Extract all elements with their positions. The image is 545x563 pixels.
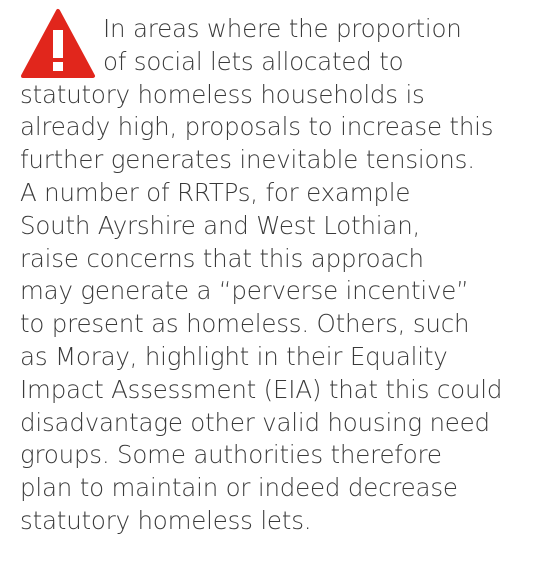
text-line: already high, proposals to increase this — [20, 112, 494, 142]
text-line: raise concerns that this approach — [20, 243, 424, 273]
text-line: statutory homeless households is — [20, 79, 425, 109]
text-line: In areas where the proportion — [103, 14, 462, 43]
text-line: South Ayrshire and West Lothian, — [20, 210, 421, 240]
text-line: further generates inevitable tensions. — [20, 145, 475, 175]
warning-icon — [21, 9, 95, 78]
text-line: to present as homeless. Others, such — [20, 309, 470, 339]
text-line: A number of RRTPs, for example — [20, 178, 411, 207]
text-line: statutory homeless lets. — [20, 506, 312, 535]
text-line: groups. Some authorities therefore — [20, 440, 442, 470]
text-line: of social lets allocated to — [103, 46, 404, 76]
text-line: may generate a “perverse incentive” — [20, 276, 469, 306]
text-line: as Moray, highlight in their Equality — [20, 342, 448, 371]
text-line: Impact Assessment (EIA) that this could — [20, 374, 503, 404]
text-line: disadvantage other valid housing need — [20, 407, 490, 437]
text-line: plan to maintain or indeed decrease — [20, 473, 458, 503]
